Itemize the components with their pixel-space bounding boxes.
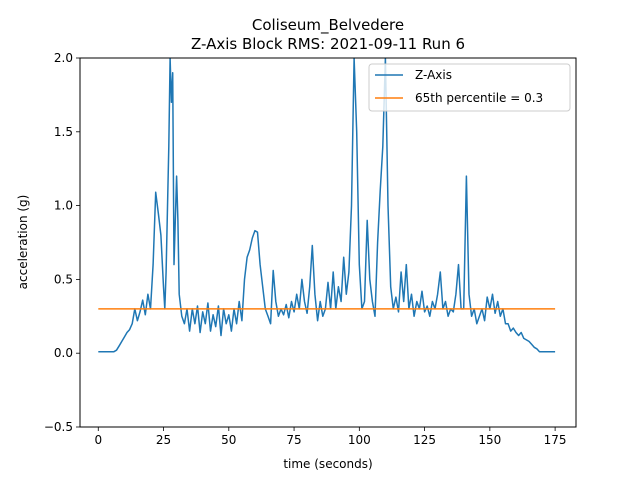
legend-box xyxy=(368,63,571,112)
y-tick-label: 2.0 xyxy=(54,51,73,65)
y-tick-label: 1.0 xyxy=(54,199,73,213)
x-axis: 0 25 50 75 100 125 150 175 xyxy=(94,427,567,447)
chart-subtitle: Z-Axis Block RMS: 2021-09-11 Run 6 xyxy=(191,35,465,53)
legend-label-percentile: 65th percentile = 0.3 xyxy=(415,91,543,105)
y-tick-label: 1.5 xyxy=(54,125,73,139)
x-tick-label: 50 xyxy=(221,433,236,447)
x-tick-label: 75 xyxy=(286,433,301,447)
y-axis-label: acceleration (g) xyxy=(16,195,30,290)
plot-area xyxy=(79,57,577,428)
x-tick-label: 125 xyxy=(413,433,436,447)
legend-label-z-axis: Z-Axis xyxy=(415,68,452,82)
y-axis: −0.5 0.0 0.5 1.0 1.5 2.0 xyxy=(44,51,80,434)
x-tick-label: 150 xyxy=(478,433,501,447)
x-tick-label: 100 xyxy=(348,433,371,447)
legend: Z-Axis 65th percentile = 0.3 xyxy=(368,63,571,112)
y-tick-label: −0.5 xyxy=(44,420,73,434)
x-axis-label: time (seconds) xyxy=(283,457,372,471)
chart-title: Coliseum_Belvedere xyxy=(252,16,404,35)
y-tick-label: 0.0 xyxy=(54,346,73,360)
x-tick-label: 175 xyxy=(544,433,567,447)
y-tick-label: 0.5 xyxy=(54,272,73,286)
x-tick-label: 0 xyxy=(94,433,102,447)
x-tick-label: 25 xyxy=(156,433,171,447)
axes-frame xyxy=(79,57,577,428)
series-layer xyxy=(98,58,556,353)
